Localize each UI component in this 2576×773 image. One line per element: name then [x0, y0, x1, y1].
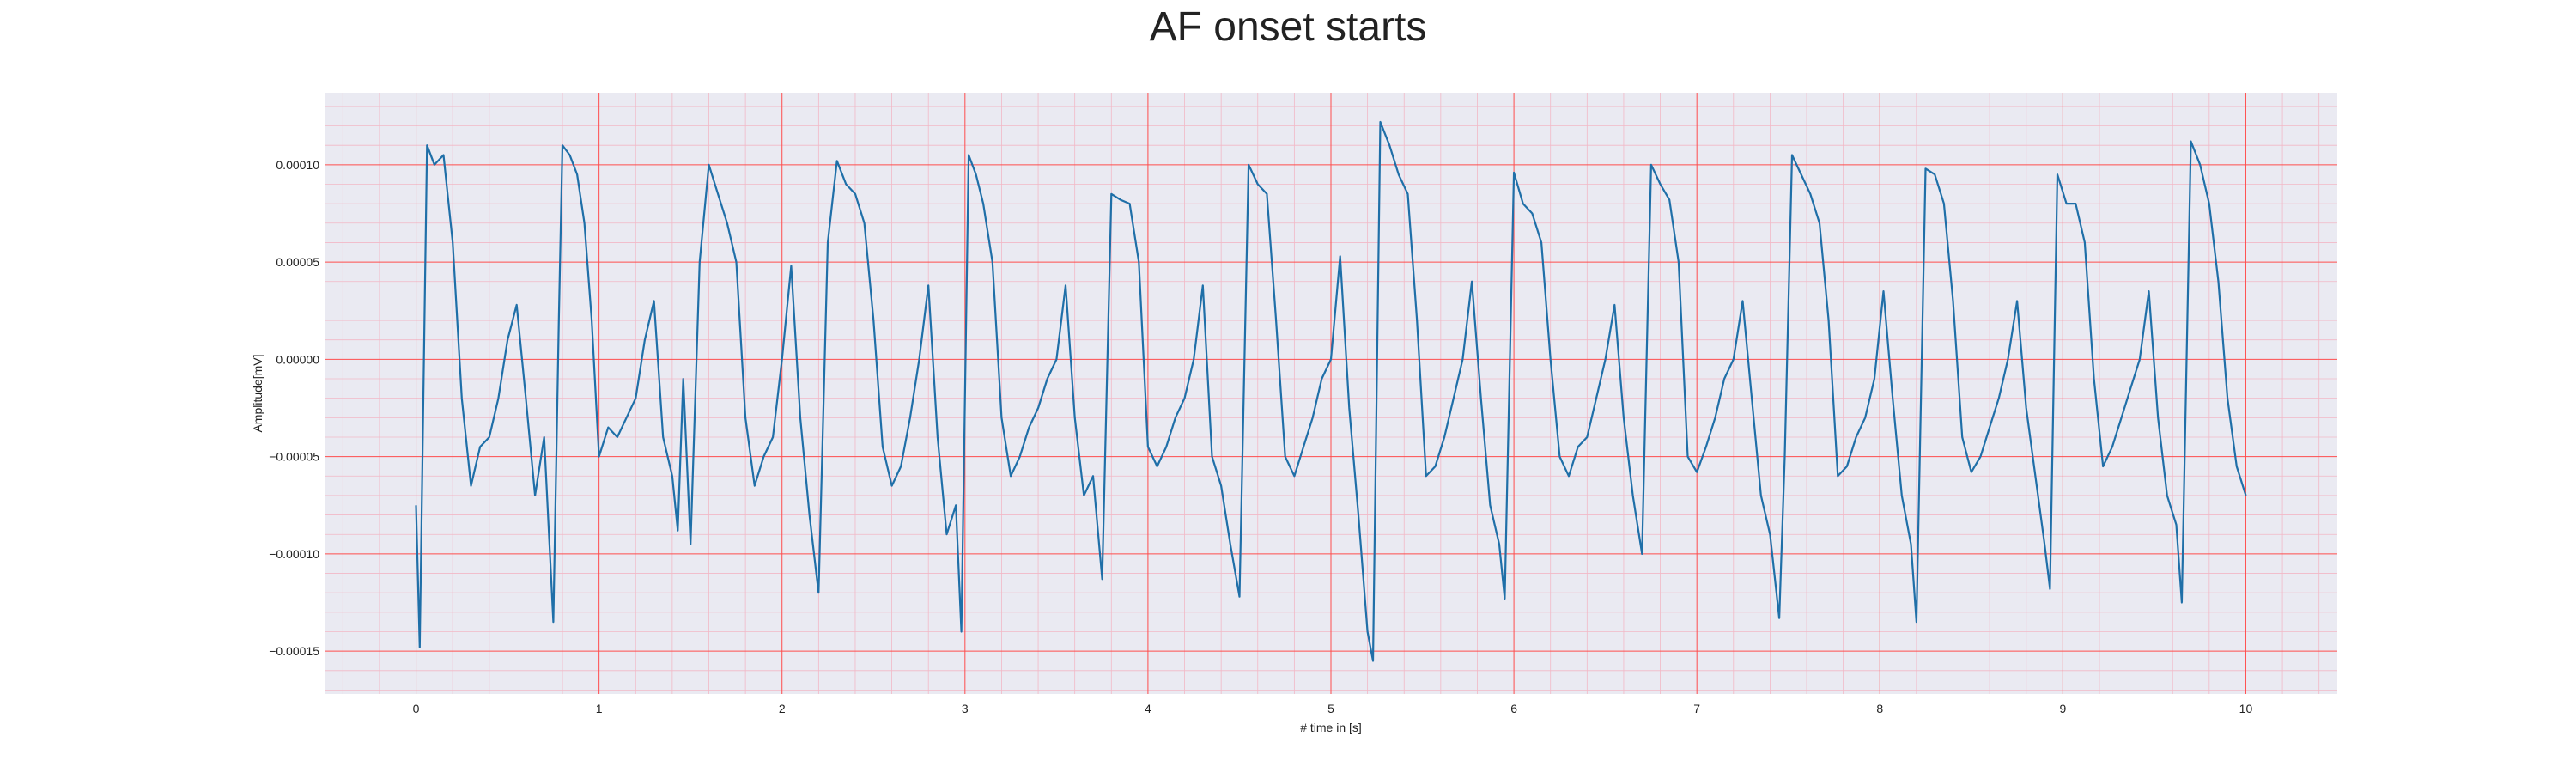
- y-tick-label: 0.00000: [276, 352, 319, 366]
- x-tick-label: 3: [962, 702, 969, 715]
- y-tick-label: −0.00010: [269, 547, 319, 561]
- x-tick-label: 0: [413, 702, 420, 715]
- y-tick-label: 0.00010: [276, 158, 319, 172]
- x-tick-label: 9: [2059, 702, 2066, 715]
- y-tick-labels: −0.00015 −0.00010 −0.00005 0.00000 0.00005 0.…: [269, 158, 319, 658]
- x-tick-label: 1: [596, 702, 603, 715]
- x-tick-label: 5: [1327, 702, 1334, 715]
- x-tick-label: 2: [779, 702, 786, 715]
- chart-title: AF onset starts: [1149, 4, 1427, 50]
- y-axis-label: Amplitude[mV]: [251, 354, 264, 432]
- x-tick-label: 8: [1876, 702, 1883, 715]
- x-tick-label: 4: [1145, 702, 1151, 715]
- x-tick-label: 6: [1510, 702, 1517, 715]
- x-tick-label: 7: [1693, 702, 1700, 715]
- y-tick-label: −0.00015: [269, 644, 319, 658]
- y-tick-label: −0.00005: [269, 450, 319, 464]
- x-axis-label: # time in [s]: [1300, 721, 1362, 734]
- y-tick-label: 0.00005: [276, 255, 319, 269]
- x-tick-label: 10: [2239, 702, 2253, 715]
- x-tick-labels: 0 1 2 3 4 5 6 7 8 9 10: [413, 702, 2253, 715]
- series-line: [415, 120, 2247, 662]
